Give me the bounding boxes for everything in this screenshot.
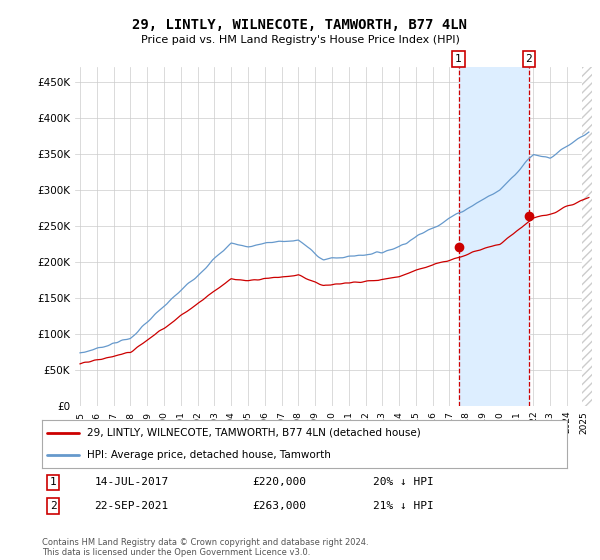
Text: HPI: Average price, detached house, Tamworth: HPI: Average price, detached house, Tamw… bbox=[86, 450, 331, 460]
Text: 1: 1 bbox=[50, 477, 56, 487]
Bar bbox=[582, 67, 597, 406]
Text: 1: 1 bbox=[455, 54, 462, 64]
Bar bbox=[458, 67, 529, 406]
Text: 2: 2 bbox=[50, 501, 56, 511]
Text: 29, LINTLY, WILNECOTE, TAMWORTH, B77 4LN: 29, LINTLY, WILNECOTE, TAMWORTH, B77 4LN bbox=[133, 18, 467, 32]
Text: Contains HM Land Registry data © Crown copyright and database right 2024.
This d: Contains HM Land Registry data © Crown c… bbox=[42, 538, 368, 557]
Text: 22-SEP-2021: 22-SEP-2021 bbox=[95, 501, 169, 511]
Text: 14-JUL-2017: 14-JUL-2017 bbox=[95, 477, 169, 487]
Text: 29, LINTLY, WILNECOTE, TAMWORTH, B77 4LN (detached house): 29, LINTLY, WILNECOTE, TAMWORTH, B77 4LN… bbox=[86, 428, 421, 438]
Text: 2: 2 bbox=[526, 54, 532, 64]
Text: 20% ↓ HPI: 20% ↓ HPI bbox=[373, 477, 433, 487]
Text: 21% ↓ HPI: 21% ↓ HPI bbox=[373, 501, 433, 511]
Text: Price paid vs. HM Land Registry's House Price Index (HPI): Price paid vs. HM Land Registry's House … bbox=[140, 35, 460, 45]
Text: £220,000: £220,000 bbox=[252, 477, 306, 487]
Text: £263,000: £263,000 bbox=[252, 501, 306, 511]
Bar bbox=[582, 67, 597, 406]
